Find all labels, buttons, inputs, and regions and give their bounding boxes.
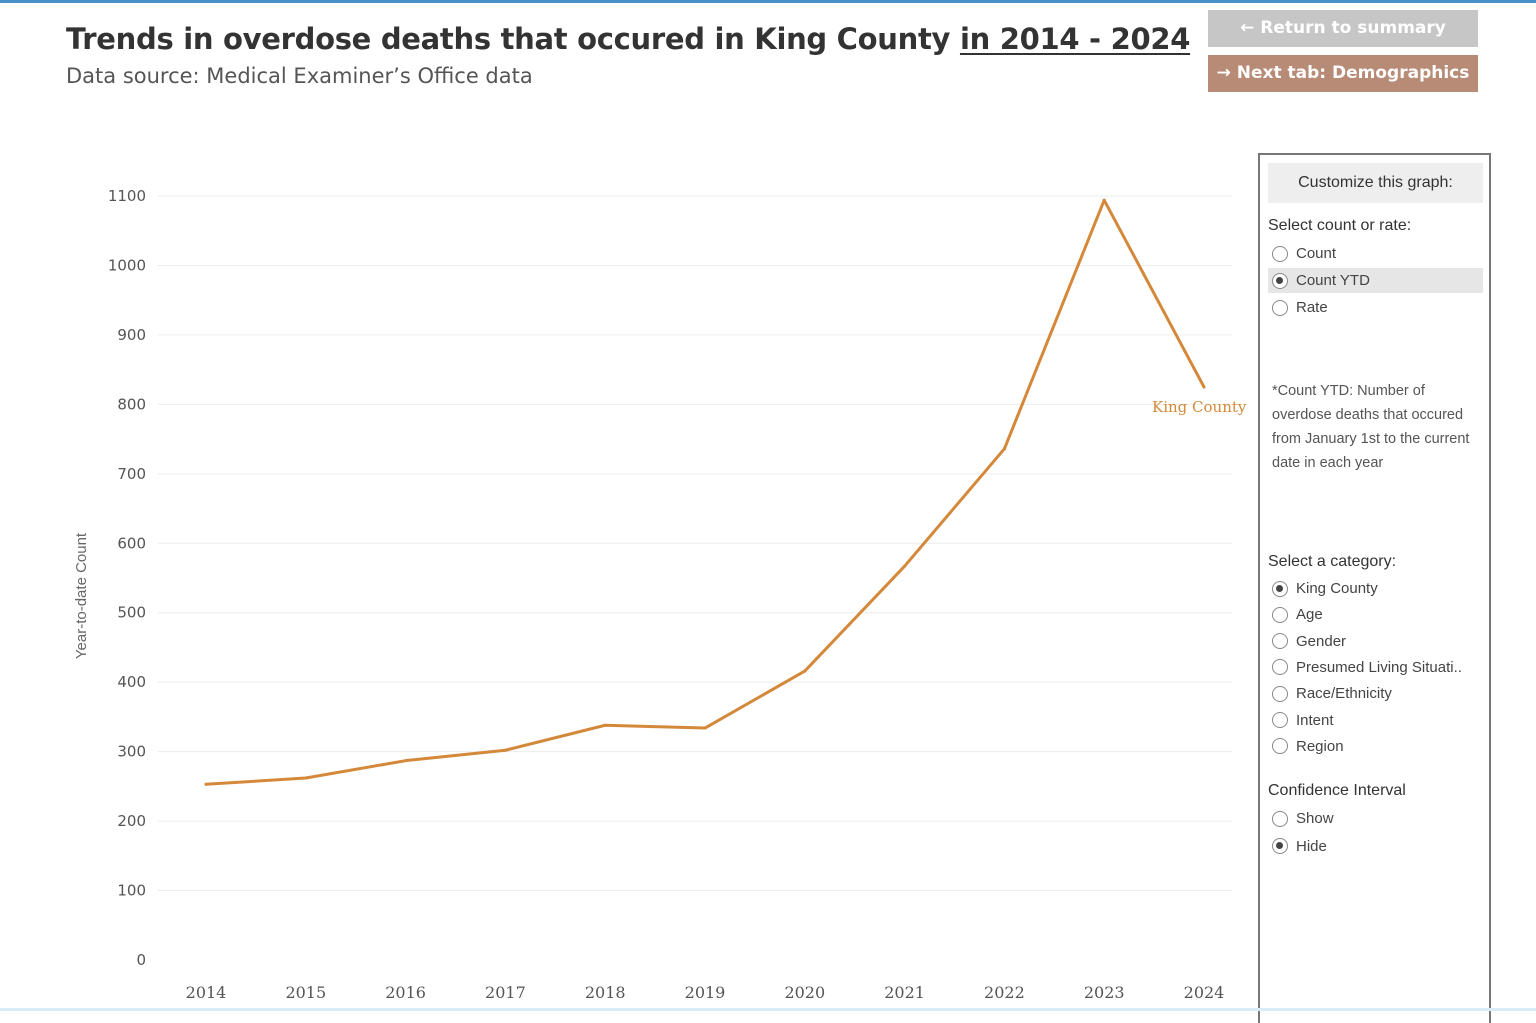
radio-button[interactable] bbox=[1272, 299, 1288, 316]
next-tab-demographics-button[interactable]: → Next tab: Demographics bbox=[1208, 55, 1478, 92]
radio-button[interactable] bbox=[1272, 580, 1288, 597]
x-tick-label: 2022 bbox=[984, 983, 1025, 1002]
radio-button[interactable] bbox=[1272, 838, 1288, 854]
radio-button[interactable] bbox=[1272, 606, 1288, 623]
title-year-range: in 2014 - 2024 bbox=[959, 22, 1191, 56]
count-rate-option-rate[interactable]: Rate bbox=[1268, 295, 1483, 320]
customize-panel-header: Customize this graph: bbox=[1268, 163, 1483, 203]
data-point-2018 bbox=[603, 723, 607, 727]
confidence-interval-label: Confidence Interval bbox=[1268, 782, 1406, 799]
page-subtitle: Data source: Medical Examiner’s Office d… bbox=[66, 64, 533, 88]
return-to-summary-button[interactable]: ← Return to summary bbox=[1208, 10, 1478, 47]
x-tick-label: 2017 bbox=[485, 983, 526, 1002]
radio-label: Presumed Living Situati.. bbox=[1296, 658, 1462, 676]
overdose-trend-chart: 0 100 200 300 400 500 600 700 800 900 1000 1100 2014… bbox=[73, 187, 1247, 1002]
category-option-race-ethnicity[interactable]: Race/Ethnicity bbox=[1268, 681, 1483, 706]
confidence-interval-option-hide[interactable]: Hide bbox=[1268, 834, 1483, 859]
radio-button[interactable] bbox=[1272, 245, 1288, 262]
radio-button[interactable] bbox=[1272, 738, 1288, 755]
data-point-2019 bbox=[703, 726, 707, 730]
y-tick-label: 500 bbox=[117, 604, 146, 622]
radio-button[interactable] bbox=[1272, 685, 1288, 702]
y-tick-label: 900 bbox=[117, 326, 146, 344]
radio-label: Age bbox=[1296, 606, 1323, 624]
bottom-border bbox=[0, 1008, 1536, 1011]
radio-button[interactable] bbox=[1272, 272, 1288, 289]
category-option-presumed-living-situati[interactable]: Presumed Living Situati.. bbox=[1268, 655, 1483, 680]
count-rate-label: Select count or rate: bbox=[1268, 217, 1412, 234]
y-tick-label: 1100 bbox=[108, 187, 146, 205]
count-rate-option-count[interactable]: Count bbox=[1268, 241, 1483, 266]
data-point-2024 bbox=[1202, 385, 1206, 389]
radio-button[interactable] bbox=[1272, 633, 1288, 650]
y-tick-label: 300 bbox=[117, 743, 146, 761]
y-axis-title: Year-to-date Count bbox=[73, 532, 90, 659]
radio-label: Count bbox=[1296, 245, 1337, 262]
y-tick-label: 700 bbox=[117, 465, 146, 483]
x-tick-label: 2024 bbox=[1184, 983, 1225, 1002]
top-border bbox=[0, 0, 1536, 3]
y-tick-label: 800 bbox=[117, 395, 146, 413]
radio-label: King County bbox=[1296, 580, 1378, 597]
category-option-king-county[interactable]: King County bbox=[1268, 576, 1483, 601]
y-tick-label: 0 bbox=[136, 951, 146, 969]
category-label: Select a category: bbox=[1268, 553, 1397, 570]
radio-label: Count YTD bbox=[1296, 272, 1370, 289]
x-tick-label: 2018 bbox=[585, 983, 626, 1002]
series-line-king-county bbox=[204, 198, 1206, 786]
page-title: Trends in overdose deaths that occured i… bbox=[66, 22, 1191, 56]
radio-button[interactable] bbox=[1272, 712, 1288, 728]
data-point-2015 bbox=[304, 776, 308, 780]
confidence-interval-option-show[interactable]: Show bbox=[1268, 806, 1483, 831]
data-point-2021 bbox=[903, 564, 907, 568]
count-rate-option-count-ytd[interactable]: Count YTD bbox=[1268, 268, 1483, 293]
y-tick-label: 600 bbox=[117, 534, 146, 552]
radio-label: Hide bbox=[1296, 837, 1327, 855]
radio-button[interactable] bbox=[1272, 659, 1288, 676]
radio-button[interactable] bbox=[1272, 810, 1288, 827]
radio-label: Region bbox=[1296, 737, 1344, 755]
radio-label: Race/Ethnicity bbox=[1296, 685, 1392, 703]
x-tick-label: 2014 bbox=[186, 983, 227, 1002]
y-tick-label: 400 bbox=[117, 673, 146, 691]
y-tick-label: 1000 bbox=[108, 256, 146, 274]
radio-label: Show bbox=[1296, 810, 1334, 827]
x-tick-label: 2019 bbox=[685, 983, 726, 1002]
radio-label: Gender bbox=[1296, 632, 1347, 650]
radio-label: Intent bbox=[1296, 711, 1334, 729]
category-option-region[interactable]: Region bbox=[1268, 734, 1483, 759]
category-option-age[interactable]: Age bbox=[1268, 602, 1483, 627]
series-label: King County bbox=[1152, 398, 1247, 416]
data-point-2014 bbox=[204, 782, 208, 786]
radio-label: Rate bbox=[1296, 299, 1328, 316]
data-point-2017 bbox=[503, 748, 507, 752]
x-tick-label: 2023 bbox=[1084, 983, 1125, 1002]
x-tick-label: 2016 bbox=[385, 983, 426, 1002]
data-point-2022 bbox=[1002, 447, 1006, 451]
category-option-gender[interactable]: Gender bbox=[1268, 629, 1483, 654]
count-ytd-note: *Count YTD: Number of overdose deaths th… bbox=[1272, 383, 1470, 471]
data-point-2020 bbox=[803, 669, 807, 673]
data-point-2016 bbox=[404, 759, 408, 763]
x-tick-label: 2020 bbox=[784, 983, 825, 1002]
data-point-2023 bbox=[1102, 198, 1106, 202]
y-tick-label: 100 bbox=[117, 882, 146, 900]
x-tick-label: 2021 bbox=[884, 983, 925, 1002]
y-tick-label: 200 bbox=[117, 812, 146, 830]
x-tick-label: 2015 bbox=[285, 983, 326, 1002]
category-option-intent[interactable]: Intent bbox=[1268, 708, 1483, 733]
customize-panel: Customize this graph: Select count or ra… bbox=[1258, 153, 1491, 1023]
